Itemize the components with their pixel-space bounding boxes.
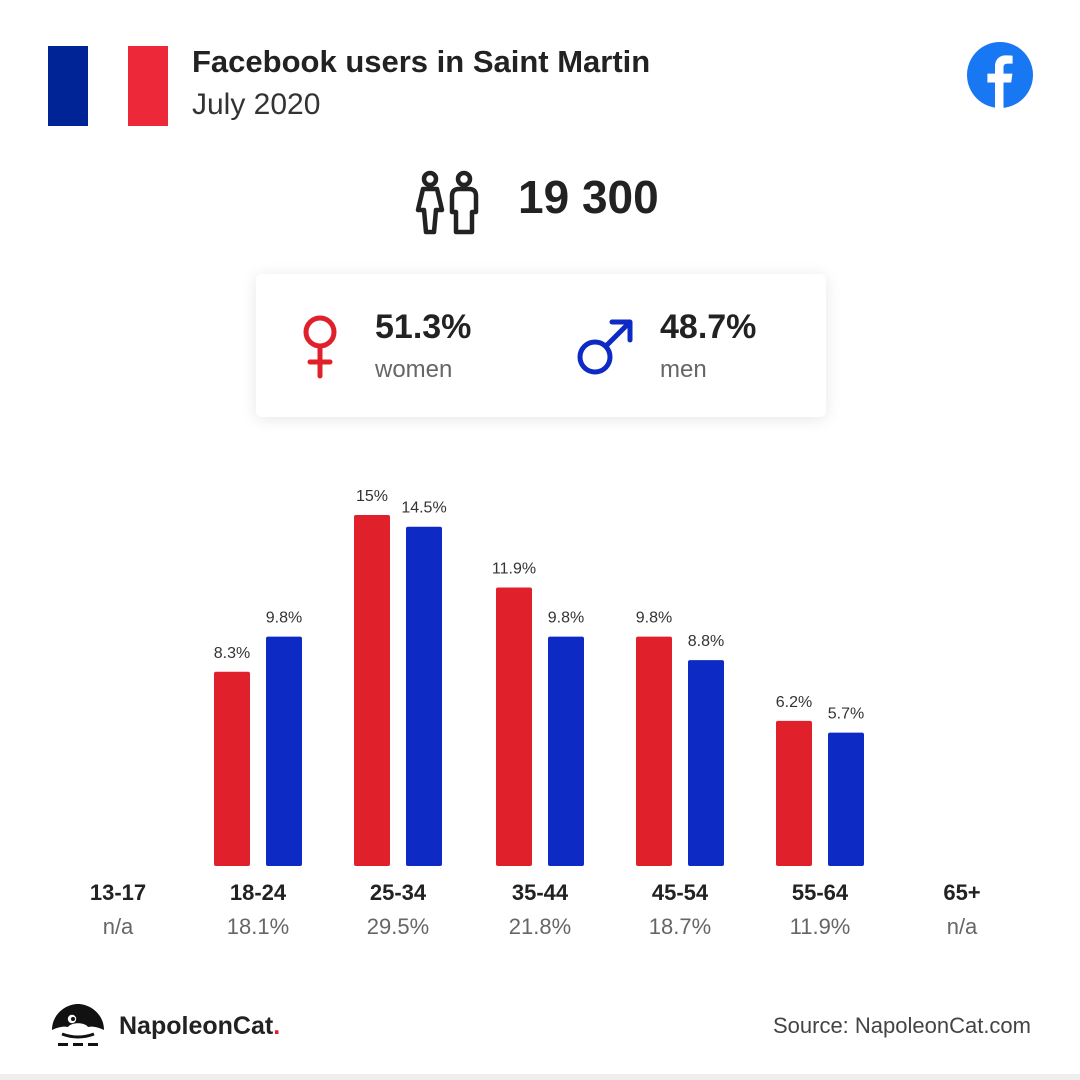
napoleoncat-logo-icon — [52, 1004, 104, 1046]
bar-25-34-series-2 — [406, 526, 442, 866]
age-group-range: 55-64 — [791, 880, 849, 905]
data-label-25-34-series-1: 15% — [356, 488, 388, 505]
brand-name: NapoleonCat — [119, 1012, 274, 1040]
data-label-55-64-series-1: 6.2% — [776, 694, 812, 711]
flag-red-stripe — [128, 46, 168, 126]
flag-white-stripe — [88, 46, 128, 126]
data-label-45-54-series-2: 8.8% — [688, 633, 724, 650]
page-title: Facebook users in Saint Martin — [192, 44, 651, 79]
age-group-range: 65+ — [943, 880, 981, 905]
age-group: 18-24 18.1% — [188, 880, 328, 940]
data-label-18-24-series-1: 8.3% — [214, 645, 250, 662]
bar-35-44-series-1 — [496, 587, 532, 866]
france-flag-icon — [48, 46, 168, 126]
age-group-range: 25-34 — [369, 880, 427, 905]
age-group-share: 29.5% — [366, 914, 430, 939]
gender-card: 51.3% women 48.7% men — [256, 274, 826, 417]
brand-name-wrap: NapoleonCat. — [119, 1012, 280, 1041]
bar-18-24-series-1 — [214, 671, 250, 866]
brand-dot: . — [273, 1012, 281, 1040]
source-link[interactable]: Source: NapoleonCat.com — [772, 1013, 1031, 1038]
age-group: 55-64 11.9% — [750, 880, 890, 940]
age-group: 45-54 18.7% — [610, 880, 750, 940]
age-group-range: 13-17 — [89, 880, 147, 905]
age-group-labels: 13-17 n/a 18-24 18.1% 25-34 29.5% 35-44 21.8… — [0, 880, 1080, 950]
age-group-range: 18-24 — [229, 880, 287, 905]
age-group: 35-44 21.8% — [470, 880, 610, 940]
data-label-55-64-series-2: 5.7% — [828, 706, 864, 723]
men-percentage: 48.7% — [660, 308, 757, 346]
bar-18-24-series-2 — [266, 636, 302, 866]
women-percentage: 51.3% — [375, 308, 472, 346]
age-group-share: 21.8% — [508, 914, 572, 939]
age-group-share: 18.7% — [648, 914, 712, 939]
age-gender-bar-chart: 8.3% 9.8% 15% 14.5% 11.9% 9.8% 9.8% 8.8% 6.2% 5.7… — [214, 488, 864, 866]
bar-55-64-series-1 — [776, 720, 812, 866]
age-group: 13-17 n/a — [48, 880, 188, 940]
data-label-45-54-series-1: 9.8% — [636, 610, 672, 627]
bar-55-64-series-2 — [828, 732, 864, 866]
age-group-share: n/a — [946, 914, 978, 939]
age-group-range: 45-54 — [651, 880, 709, 905]
male-symbol-icon — [577, 319, 633, 375]
bar-25-34-series-1 — [354, 515, 390, 866]
age-group-share: n/a — [102, 914, 134, 939]
age-group: 25-34 29.5% — [328, 880, 468, 940]
flag-blue-stripe — [48, 46, 88, 126]
facebook-logo-icon — [967, 42, 1033, 108]
bar-45-54-series-2 — [688, 660, 724, 866]
data-label-35-44-series-2: 9.8% — [548, 610, 584, 627]
data-label-18-24-series-2: 9.8% — [266, 610, 302, 627]
age-group: 65+ n/a — [892, 880, 1032, 940]
bar-45-54-series-1 — [636, 636, 672, 866]
female-symbol-icon — [303, 315, 337, 379]
women-label: women — [375, 356, 453, 383]
data-label-25-34-series-2: 14.5% — [401, 500, 446, 517]
data-label-35-44-series-1: 11.9% — [492, 561, 536, 578]
total-users: 19 300 — [518, 171, 659, 223]
bar-35-44-series-2 — [548, 636, 584, 866]
age-group-range: 35-44 — [511, 880, 569, 905]
age-group-share: 18.1% — [226, 914, 290, 939]
people-icon — [415, 170, 479, 235]
men-label: men — [660, 356, 707, 383]
page-subtitle: July 2020 — [192, 88, 321, 121]
age-group-share: 11.9% — [789, 914, 851, 939]
bottom-bar — [0, 1074, 1080, 1080]
